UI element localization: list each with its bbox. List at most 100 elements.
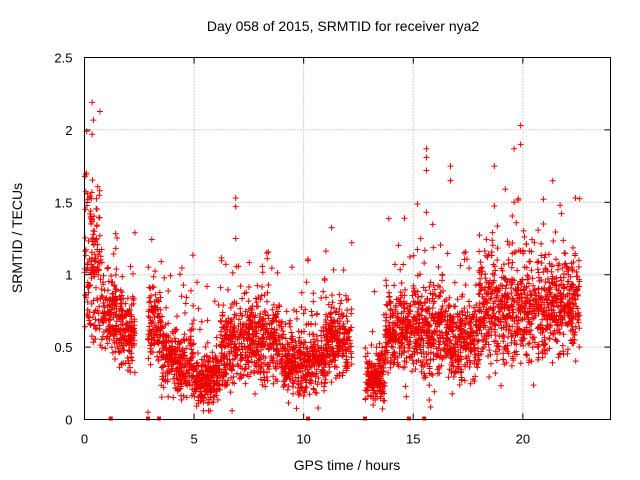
data-point bbox=[384, 349, 391, 356]
data-point bbox=[160, 376, 167, 383]
data-point bbox=[434, 366, 441, 373]
data-point bbox=[482, 271, 489, 278]
data-point bbox=[248, 354, 255, 361]
data-point bbox=[252, 312, 259, 319]
data-point bbox=[199, 377, 206, 384]
data-point bbox=[169, 343, 176, 350]
data-point bbox=[204, 400, 211, 407]
data-point bbox=[183, 345, 190, 352]
data-point bbox=[145, 264, 152, 271]
data-point bbox=[247, 336, 254, 343]
data-point bbox=[436, 312, 443, 319]
data-point bbox=[243, 289, 250, 296]
data-point bbox=[417, 326, 424, 333]
data-point bbox=[239, 355, 246, 362]
data-point bbox=[313, 390, 320, 397]
data-point bbox=[117, 303, 124, 310]
data-point bbox=[161, 274, 168, 281]
data-point bbox=[154, 353, 161, 360]
data-point bbox=[556, 351, 563, 358]
data-point bbox=[88, 274, 95, 281]
data-point bbox=[156, 348, 163, 355]
data-point bbox=[313, 333, 320, 340]
data-point bbox=[95, 310, 102, 317]
data-point bbox=[342, 347, 349, 354]
data-point bbox=[280, 383, 287, 390]
data-point bbox=[298, 329, 305, 336]
data-point bbox=[233, 343, 240, 350]
data-point bbox=[235, 316, 242, 323]
data-point bbox=[96, 214, 103, 221]
data-point bbox=[336, 323, 343, 330]
data-point bbox=[395, 242, 402, 249]
data-point bbox=[436, 321, 443, 328]
data-point bbox=[382, 352, 389, 359]
data-point bbox=[307, 339, 314, 346]
data-point bbox=[435, 352, 442, 359]
data-point bbox=[379, 364, 386, 371]
data-point bbox=[85, 237, 92, 244]
data-point bbox=[414, 201, 421, 208]
data-point bbox=[239, 323, 246, 330]
data-point bbox=[271, 334, 278, 341]
data-point bbox=[96, 214, 103, 221]
data-point bbox=[382, 332, 389, 339]
data-point bbox=[409, 357, 416, 364]
data-point bbox=[214, 396, 221, 403]
data-point bbox=[112, 230, 119, 237]
data-point bbox=[366, 377, 373, 384]
data-point bbox=[181, 310, 188, 317]
data-point bbox=[338, 297, 345, 304]
data-point bbox=[94, 222, 101, 229]
data-point bbox=[289, 345, 296, 352]
data-point bbox=[163, 337, 170, 344]
data-point bbox=[197, 388, 204, 395]
data-point bbox=[389, 351, 396, 358]
data-point bbox=[383, 282, 390, 289]
data-point bbox=[575, 257, 582, 264]
data-point bbox=[104, 340, 111, 347]
data-point bbox=[388, 336, 395, 343]
data-point bbox=[348, 306, 355, 313]
data-point bbox=[514, 267, 521, 274]
data-point bbox=[86, 210, 93, 217]
data-point bbox=[101, 310, 108, 317]
data-point bbox=[397, 266, 404, 273]
data-point bbox=[418, 312, 425, 319]
data-point bbox=[385, 369, 392, 376]
data-point bbox=[246, 373, 253, 380]
data-point bbox=[411, 289, 418, 296]
data-point bbox=[193, 379, 200, 386]
data-point bbox=[284, 355, 291, 362]
data-point bbox=[412, 366, 419, 373]
data-point bbox=[418, 330, 425, 337]
data-point bbox=[172, 338, 179, 345]
data-point bbox=[163, 304, 170, 311]
data-point bbox=[105, 328, 112, 335]
data-point bbox=[220, 354, 227, 361]
data-point bbox=[204, 339, 211, 346]
data-point bbox=[304, 371, 311, 378]
data-point bbox=[122, 359, 129, 366]
data-point bbox=[418, 336, 425, 343]
data-point bbox=[91, 263, 98, 270]
data-point bbox=[374, 379, 381, 386]
data-point bbox=[99, 344, 106, 351]
data-point bbox=[436, 293, 443, 300]
data-point bbox=[422, 374, 429, 381]
data-point bbox=[279, 318, 286, 325]
data-point bbox=[259, 283, 266, 290]
data-point bbox=[248, 319, 255, 326]
data-point bbox=[219, 372, 226, 379]
data-point bbox=[372, 390, 379, 397]
data-point bbox=[108, 273, 115, 279]
data-point bbox=[401, 292, 408, 299]
data-point bbox=[461, 249, 468, 256]
data-point bbox=[444, 250, 451, 257]
data-point bbox=[186, 373, 193, 380]
data-point bbox=[552, 228, 559, 235]
data-point bbox=[233, 370, 240, 377]
data-point bbox=[437, 241, 444, 248]
data-point bbox=[308, 308, 315, 315]
data-point bbox=[178, 392, 185, 399]
